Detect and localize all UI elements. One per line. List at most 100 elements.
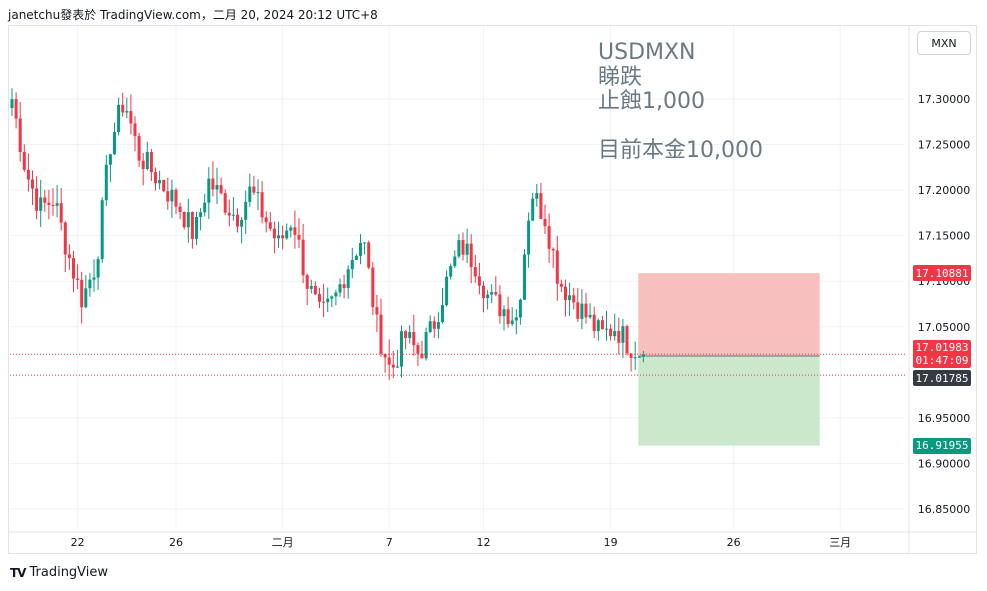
chart-header: janetchu發表於 TradingView.com，二月 20, 2024 … <box>8 8 378 22</box>
candle-body <box>453 256 457 267</box>
countdown-timer: 01:47:09 <box>915 354 969 368</box>
target-price-tag: 16.91955 <box>913 437 971 454</box>
candle-body <box>80 279 84 308</box>
candle-body <box>539 193 543 219</box>
candle-body <box>203 202 207 213</box>
candle-body <box>342 284 346 289</box>
candle-body <box>199 212 203 217</box>
candle-body <box>334 292 338 297</box>
symbol-button[interactable]: MXN <box>917 31 971 55</box>
candle-body <box>10 99 14 109</box>
candle-body <box>149 152 153 173</box>
candle-body <box>227 212 231 216</box>
candle-body <box>326 298 330 303</box>
candle-body <box>26 169 30 180</box>
current-price-value: 17.01983 <box>915 341 969 355</box>
candle-body <box>154 172 157 184</box>
candle-body <box>490 292 494 295</box>
annotation-capital: 目前本金10,000 <box>598 138 763 163</box>
candle-body <box>338 284 342 293</box>
candle-body <box>518 299 522 318</box>
candle-body <box>543 218 547 227</box>
candles <box>10 88 645 381</box>
candle-body <box>609 328 613 337</box>
candle-body <box>641 354 645 357</box>
candle-body <box>51 204 55 206</box>
candle-body <box>531 198 535 221</box>
candle-body <box>547 226 551 249</box>
candle-body <box>555 250 559 284</box>
candle-body <box>182 212 186 228</box>
candle-body <box>449 266 453 277</box>
candle-body <box>207 178 211 203</box>
candle-body <box>145 152 149 169</box>
candle-body <box>387 357 391 365</box>
candle-body <box>637 356 641 358</box>
candle-body <box>322 301 326 303</box>
candle-body <box>350 259 354 270</box>
candle-body <box>231 214 235 216</box>
x-tick-label: 26 <box>727 536 741 549</box>
take-profit-zone <box>638 356 820 446</box>
stop-loss-zone <box>638 273 820 357</box>
candle-body <box>166 191 170 202</box>
candle-body <box>408 331 412 339</box>
candle-body <box>576 302 580 319</box>
candle-body <box>219 184 223 194</box>
x-tick-label: 二月 <box>272 536 294 549</box>
candle-body <box>477 276 481 286</box>
candle-body <box>76 278 80 280</box>
candle-body <box>596 320 600 332</box>
risk-reward-zones <box>638 273 820 446</box>
x-tick-label: 22 <box>71 536 85 549</box>
candle-body <box>432 321 436 329</box>
annotation-stop-loss: 止蝕1,000 <box>598 89 705 114</box>
candle-body <box>588 314 592 318</box>
candle-body <box>420 353 424 359</box>
candle-body <box>293 227 297 235</box>
candle-body <box>535 193 539 199</box>
candle-body <box>174 189 178 207</box>
candle-body <box>375 307 379 315</box>
candle-body <box>133 123 137 137</box>
candle-body <box>494 292 498 295</box>
candle-body <box>256 192 260 194</box>
candle-body <box>211 178 215 190</box>
candle-body <box>215 184 219 190</box>
candle-body <box>178 206 182 213</box>
candle-body <box>633 357 637 359</box>
candle-body <box>600 320 604 330</box>
y-tick-label: 17.15000 <box>918 230 971 243</box>
y-tick-label: 17.30000 <box>918 93 971 106</box>
candle-body <box>84 288 88 308</box>
x-tick-label: 19 <box>604 536 618 549</box>
annotation-direction: 睇跌 <box>598 65 643 90</box>
candle-body <box>268 222 272 229</box>
candle-body <box>367 242 371 268</box>
candle-body <box>510 320 514 325</box>
y-tick-label: 17.20000 <box>918 184 971 197</box>
candle-body <box>584 303 588 318</box>
candle-body <box>141 160 145 169</box>
candle-body <box>281 235 285 239</box>
candle-body <box>113 132 116 155</box>
candle-body <box>305 275 309 289</box>
candle-body <box>514 317 518 321</box>
candle-body <box>330 296 334 299</box>
annotation-symbol: USDMXN <box>598 40 696 65</box>
candle-body <box>272 228 276 239</box>
footer-brand-name: TradingView <box>29 565 109 580</box>
candle-body <box>96 259 100 278</box>
candle-body <box>252 186 256 193</box>
candle-body <box>158 180 162 184</box>
candle-body <box>22 152 26 170</box>
y-tick-label: 17.25000 <box>918 138 971 151</box>
candle-body <box>129 111 133 124</box>
candle-body <box>117 104 121 133</box>
candle-body <box>195 216 198 239</box>
candle-body <box>35 188 39 211</box>
candle-body <box>564 286 567 301</box>
candle-body <box>31 179 34 189</box>
footer-brand[interactable]: TV TradingView <box>10 565 108 580</box>
